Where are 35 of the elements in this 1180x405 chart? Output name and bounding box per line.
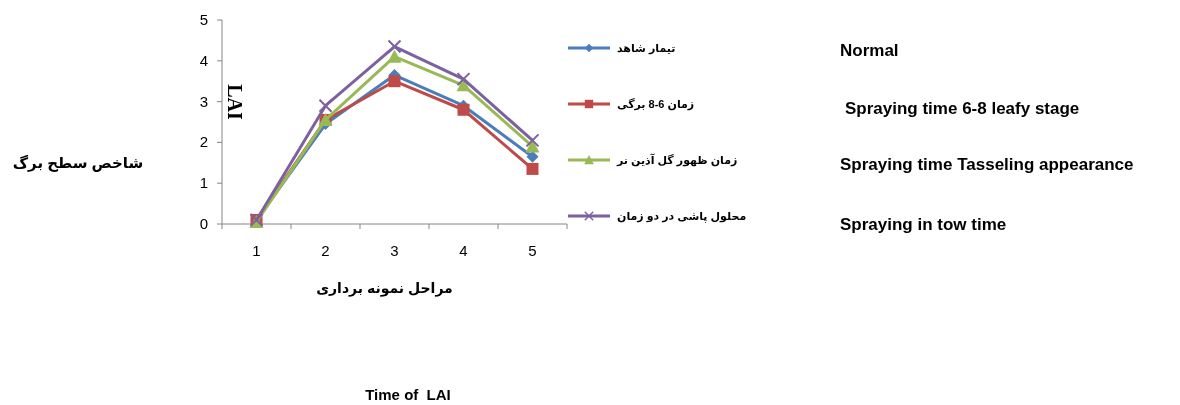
point <box>457 103 470 116</box>
x-tick-label: 4 <box>459 242 468 259</box>
y-tick-label: 2 <box>199 133 208 151</box>
point <box>387 39 402 54</box>
text: Spraying time 6-8 leafy stage <box>845 99 1080 118</box>
text: Spraying time Tasseling appearance <box>840 155 1134 174</box>
y-tick-label: 5 <box>199 11 208 28</box>
x-tick-label: 5 <box>528 242 537 259</box>
point <box>318 98 333 113</box>
y-tick-label: 3 <box>199 92 208 110</box>
text: شاخص سطح برگ <box>12 154 144 172</box>
legend-item: تیمار شاهد <box>568 42 676 54</box>
x-axis-title: مراحل نمونه برداری <box>316 280 453 297</box>
y-tick-label: 1 <box>199 174 208 192</box>
y-tick-label: 4 <box>199 51 208 69</box>
point <box>387 49 402 63</box>
legend-label: محلول پاشی در دو زمان <box>617 210 747 223</box>
text: Time of LAI <box>365 386 451 403</box>
y-axis-title: LAI <box>224 84 246 120</box>
legend-label: زمان ظهور گل آذین نر <box>616 153 738 167</box>
legend-item: زمان ظهور گل آذین نر <box>568 154 738 166</box>
text: Normal <box>840 41 899 60</box>
x-tick-label: 2 <box>321 242 330 259</box>
legend-item: محلول پاشی در دو زمان <box>568 210 747 222</box>
point <box>388 75 401 88</box>
x-tick-label: 3 <box>390 242 399 259</box>
y-tick-label: 0 <box>199 215 208 232</box>
x-tick-label: 1 <box>252 242 261 259</box>
point <box>526 162 539 175</box>
legend-item: زمان 6-8 برگی <box>568 98 695 110</box>
legend-label: زمان 6-8 برگی <box>617 98 695 111</box>
legend-label: تیمار شاهد <box>617 42 676 55</box>
point <box>456 72 471 87</box>
text: Spraying in tow time <box>840 215 1007 234</box>
point <box>525 133 540 148</box>
